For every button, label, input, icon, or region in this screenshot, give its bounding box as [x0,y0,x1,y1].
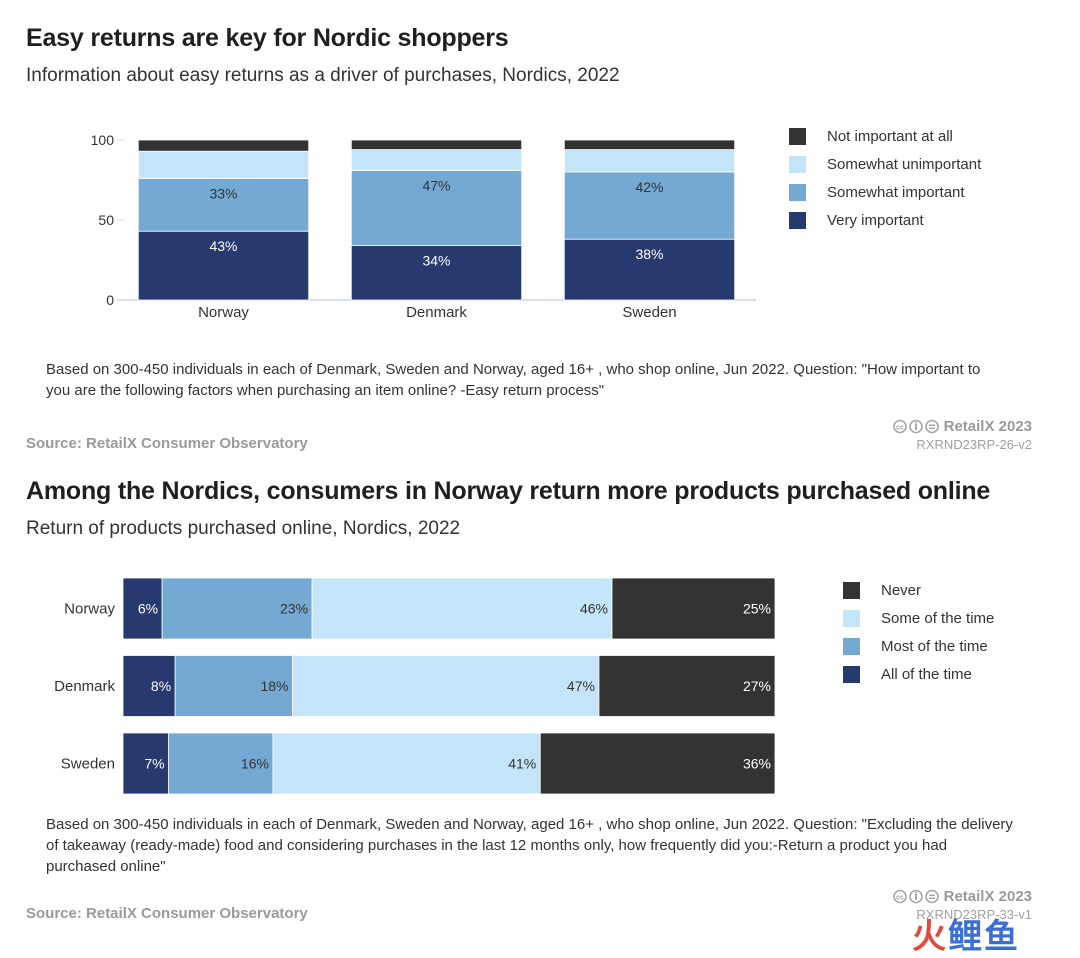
y-tick-label: 100 [91,132,115,148]
legend-swatch [843,610,860,627]
chart1-plot: 0 50 100 43% 33% Norway 34% 47% Denmark 38% 42% Swe… [91,132,756,321]
bar-segment [292,655,600,717]
chart2-plot: Norway 6% 23% 46% 25% Denmark 8% 18% 47% 27% Swede… [54,577,776,795]
bar-data-label: 42% [635,179,663,195]
chart1-brand-row: cc RetailX 2023 [870,418,1032,435]
legend-label: Not important at all [827,128,953,145]
legend-item: Somewhat unimportant [789,156,981,173]
x-tick-label: Sweden [622,304,676,321]
bar-data-label: 47% [422,177,450,193]
bar-segment [350,245,523,301]
legend-swatch [843,638,860,655]
bar-segment [311,577,613,640]
bar-segment [563,139,736,151]
bar-segment [174,655,293,717]
legend-label: Never [881,582,922,599]
svg-text:cc: cc [896,895,904,902]
bar-data-label: 25% [743,601,771,617]
legend-item: All of the time [843,666,972,683]
bar-segment [350,139,523,151]
chart2-subtitle: Return of products purchased online, Nor… [26,518,461,539]
bar-data-label: 46% [580,601,608,617]
bar-data-label: 43% [209,238,237,254]
cc-license-icon: cc [892,889,940,904]
cc-license-icon: cc [892,419,940,434]
chart2-legend: Never Some of the time Most of the time All… [843,582,1073,702]
y-tick-label: Denmark [54,678,115,695]
bar-segment [168,732,274,795]
chart1-subtitle: Information about easy returns as a driv… [26,65,620,86]
chart2-brand-row: cc RetailX 2023 [870,888,1032,905]
svg-text:cc: cc [896,425,904,432]
chart1-note: Based on 300-450 individuals in each of … [46,361,981,399]
legend-swatch [789,128,806,145]
bar-segment [137,230,310,301]
legend-item: Some of the time [843,610,994,627]
bar-segment [563,171,736,240]
bar-data-label: 34% [422,253,450,269]
chart2-source: Source: RetailX Consumer Observatory [26,905,308,922]
x-tick-label: Norway [198,304,249,321]
bar-data-label: 6% [138,601,158,617]
bar-data-label: 23% [280,601,308,617]
legend-label: Somewhat unimportant [827,156,982,173]
bar-segment [563,149,736,173]
bar-data-label: 47% [567,678,595,694]
legend-item: Never [843,582,921,599]
bar-data-label: 16% [241,756,269,772]
bar-segment [598,655,776,717]
bar-data-label: 38% [635,246,663,262]
legend-label: Some of the time [881,610,995,627]
bar-segment [563,238,736,301]
bar-segment [350,170,523,246]
watermark-logo: 火鲤鱼 [912,917,1020,957]
bar-data-label: 8% [151,678,171,694]
y-tick-label: 0 [106,292,114,308]
legend-item: Somewhat important [789,184,965,201]
legend-swatch [843,666,860,683]
chart2-code: RXRND23RP-33-v1 [916,907,1032,922]
bar-segment [611,577,776,640]
bar-segment [272,732,541,795]
y-tick-label: Norway [64,601,115,618]
bar-data-label: 27% [743,678,771,694]
y-tick-label: 50 [98,212,114,228]
chart1-legend: Not important at all Somewhat unimportant… [789,128,1049,248]
legend-swatch [789,184,806,201]
y-tick-label: Sweden [61,756,115,773]
legend-label: All of the time [881,666,972,683]
bar-segment [539,732,776,795]
legend-item: Most of the time [843,638,988,655]
legend-item: Very important [789,212,924,229]
chart1-brand: RetailX 2023 [943,418,1032,435]
bar-data-label: 41% [508,756,536,772]
chart1-source: Source: RetailX Consumer Observatory [26,435,308,452]
bar-segment [122,732,170,795]
bar-segment [161,577,313,640]
bar-segment [122,577,163,640]
chart1-title: Easy returns are key for Nordic shoppers [26,24,509,52]
bar-segment [137,139,310,152]
bar-segment [350,149,523,171]
legend-item: Not important at all [789,128,953,145]
bar-data-label: 18% [260,678,288,694]
x-tick-label: Denmark [406,304,467,321]
bar-data-label: 33% [209,185,237,201]
bar-segment [122,655,176,717]
legend-label: Very important [827,212,924,229]
bar-segment [137,178,310,232]
legend-swatch [789,212,806,229]
legend-label: Somewhat important [827,184,965,201]
legend-label: Most of the time [881,638,988,655]
legend-swatch [843,582,860,599]
chart2-note: Based on 300-450 individuals in each of … [46,816,1013,875]
bar-data-label: 7% [144,756,164,772]
chart2-brand: RetailX 2023 [943,888,1032,905]
legend-swatch [789,156,806,173]
chart2-title: Among the Nordics, consumers in Norway r… [26,477,991,505]
bar-data-label: 36% [743,756,771,772]
bar-segment [137,150,310,179]
chart1-code: RXRND23RP-26-v2 [916,437,1032,452]
